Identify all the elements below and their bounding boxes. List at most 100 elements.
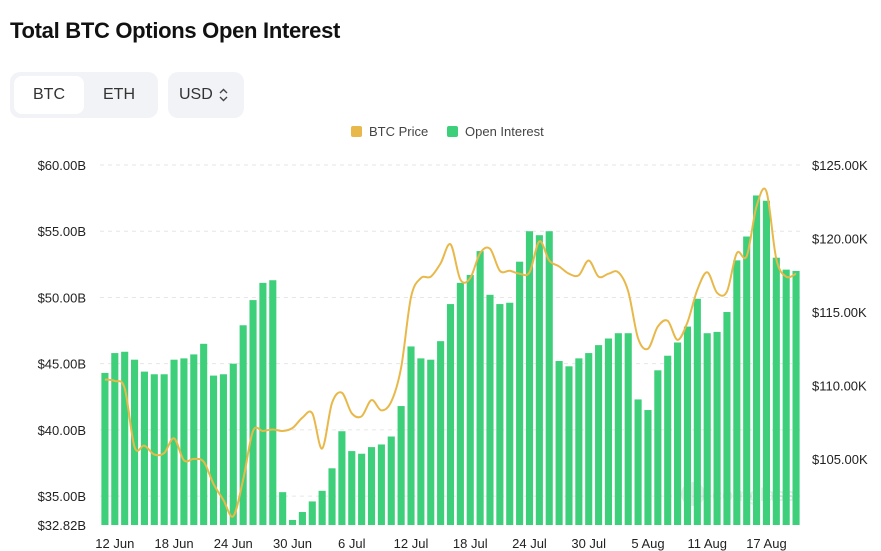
currency-select[interactable]: USD [168,72,244,118]
legend: BTC Price Open Interest [351,124,544,139]
oi-bar[interactable] [328,468,336,525]
oi-bar[interactable] [140,371,148,525]
oi-bar[interactable] [209,375,218,525]
oi-bar[interactable] [545,231,553,525]
oi-bar[interactable] [131,359,139,525]
oi-bar[interactable] [348,451,356,525]
oi-bar[interactable] [318,490,326,525]
oi-bar[interactable] [367,447,376,525]
coin-option-btc[interactable]: BTC [14,76,84,114]
oi-bar[interactable] [338,431,346,525]
left-axis-tick-label: $55.00B [38,224,86,239]
legend-swatch-oi[interactable] [447,126,458,137]
oi-bar[interactable] [496,304,504,525]
right-axis-tick-label: $125.00K [812,158,868,173]
left-axis-tick-label: $60.00B [38,158,86,173]
oi-bar[interactable] [466,274,474,525]
oi-bar[interactable] [358,453,366,525]
oi-bar[interactable] [298,512,306,525]
oi-bar[interactable] [664,355,672,525]
oi-bar[interactable] [674,342,682,525]
oi-bar[interactable] [506,302,514,525]
oi-bar[interactable] [229,363,237,525]
oi-bar[interactable] [437,341,445,525]
x-axis-tick-label: 30 Jul [571,536,606,551]
oi-bar[interactable] [782,269,790,525]
oi-bar[interactable] [713,331,721,525]
legend-label-price[interactable]: BTC Price [369,124,428,139]
oi-bar[interactable] [377,444,385,525]
right-axis-tick-label: $105.00K [812,452,868,467]
oi-bar[interactable] [180,358,188,525]
oi-bar[interactable] [308,501,316,525]
oi-bar[interactable] [269,280,277,525]
coin-toggle: BTC ETH [10,72,158,118]
left-axis-tick-label: $45.00B [38,357,86,372]
oi-bar[interactable] [239,325,247,525]
oi-bar[interactable] [595,345,603,525]
oi-bar[interactable] [150,374,158,525]
oi-bar[interactable] [111,353,119,525]
oi-bar[interactable] [772,257,780,525]
oi-bar[interactable] [565,366,573,525]
oi-bar[interactable] [693,298,701,525]
btc-price-line [104,187,797,518]
oi-bar[interactable] [170,359,178,525]
legend-label-oi[interactable]: Open Interest [465,124,544,139]
oi-bar[interactable] [279,492,287,525]
oi-bar[interactable] [792,270,800,525]
oi-bar[interactable] [259,282,267,525]
x-axis-tick-label: 5 Aug [631,536,664,551]
oi-bars [101,195,800,526]
oi-bar[interactable] [456,282,464,525]
oi-bar[interactable] [614,333,622,525]
oi-bar[interactable] [219,374,227,525]
chevron-up-down-icon [219,88,228,102]
oi-bar[interactable] [121,351,129,525]
oi-bar[interactable] [535,235,543,525]
oi-bar[interactable] [160,374,168,525]
oi-bar[interactable] [683,326,692,525]
oi-bar[interactable] [723,312,731,525]
oi-bar[interactable] [397,406,405,525]
oi-bar[interactable] [555,361,563,525]
legend-swatch-price[interactable] [351,126,362,137]
oi-bar[interactable] [575,358,583,525]
x-axis-tick-label: 18 Jul [453,536,488,551]
oi-bar[interactable] [101,372,109,525]
oi-bar[interactable] [762,200,770,525]
oi-bar[interactable] [525,231,534,525]
oi-bar[interactable] [516,261,524,525]
oi-bar[interactable] [753,195,761,526]
x-axis: 12 Jun 18 Jun 24 Jun 30 Jun 6 Jul 12 Jul 18 Ju… [95,536,786,551]
oi-bar[interactable] [200,343,208,525]
oi-bar[interactable] [604,338,613,525]
left-axis-tick-label: $40.00B [38,423,86,438]
oi-bar[interactable] [733,260,741,525]
coin-option-eth[interactable]: ETH [103,86,135,103]
oi-bar[interactable] [387,436,395,525]
oi-bar[interactable] [703,333,711,525]
right-axis-tick-label: $110.00K [812,378,867,393]
oi-bar[interactable] [476,251,484,525]
oi-bar[interactable] [654,370,662,525]
oi-bar[interactable] [288,519,297,525]
oi-bar[interactable] [427,359,435,525]
oi-bar[interactable] [624,333,632,525]
oi-bar[interactable] [743,236,751,525]
oi-bar[interactable] [634,399,642,525]
oi-bar[interactable] [417,358,425,525]
oi-bar[interactable] [190,354,198,525]
x-axis-tick-label: 12 Jul [394,536,429,551]
x-axis-tick-label: 18 Jun [155,536,194,551]
oi-bar[interactable] [585,353,593,525]
left-axis-tick-label: $32.82B [38,518,86,533]
oi-bar[interactable] [446,304,455,525]
oi-bar[interactable] [486,294,494,525]
oi-bar[interactable] [249,300,257,525]
oi-bar[interactable] [644,410,652,525]
right-axis: $125.00K $120.00K $115.00K $110.00K $105.00K [812,158,868,467]
oi-bar[interactable] [407,346,415,525]
x-axis-tick-label: 24 Jun [214,536,253,551]
